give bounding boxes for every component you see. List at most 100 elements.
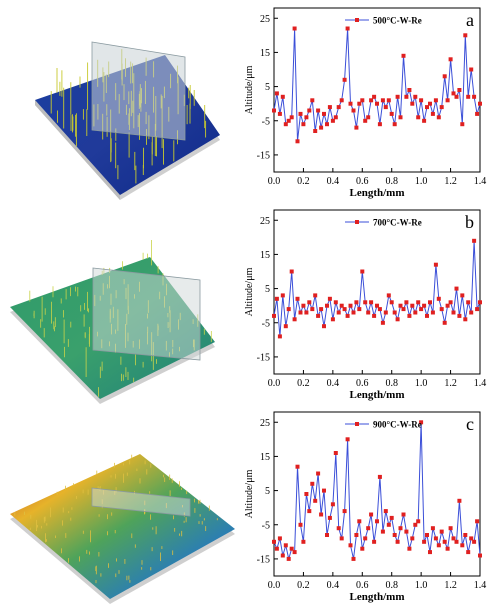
data-point — [325, 303, 329, 308]
x-tick-label: 0.2 — [297, 580, 310, 591]
data-point — [336, 105, 341, 110]
data-point — [457, 88, 462, 92]
data-point — [436, 115, 441, 120]
data-point — [422, 303, 427, 308]
x-axis-label: Length/mm — [350, 187, 405, 199]
data-point — [298, 522, 303, 527]
data-point — [404, 94, 409, 99]
plot-frame — [273, 209, 481, 375]
data-point — [292, 550, 297, 555]
data-point — [274, 546, 279, 551]
data-point — [319, 512, 324, 517]
data-point — [478, 101, 482, 106]
data-point — [469, 67, 474, 72]
data-point — [466, 300, 471, 305]
data-point — [330, 502, 335, 507]
data-point — [366, 310, 371, 315]
data-point — [375, 303, 379, 308]
y-tick-label: 15 — [260, 48, 270, 59]
data-point — [316, 313, 321, 318]
data-point — [327, 105, 332, 110]
data-point — [386, 98, 391, 103]
data-point — [360, 546, 365, 551]
series-line — [273, 422, 481, 560]
data-point — [404, 300, 409, 305]
data-point — [460, 122, 465, 127]
data-point — [389, 111, 394, 116]
data-point — [389, 515, 394, 520]
data-point — [369, 512, 374, 517]
data-point — [304, 310, 309, 315]
data-point — [380, 529, 385, 534]
data-point — [430, 310, 435, 315]
y-axis-label: Altitude/μm — [244, 65, 255, 114]
x-tick-label: 1.2 — [444, 580, 457, 591]
x-tick-label: 1.2 — [444, 378, 457, 389]
data-point — [345, 313, 350, 318]
data-point — [395, 317, 400, 322]
data-point — [425, 313, 429, 318]
x-tick-label: 0.8 — [385, 580, 398, 591]
data-point — [454, 539, 459, 544]
y-tick-label: -15 — [257, 352, 270, 363]
data-point — [357, 307, 362, 312]
profile-chart-c: 25 15 5 -5 -15 0.0 0.2 0.4 0.6 0.8 1.0 1.2 1.4 Length… — [244, 411, 486, 603]
data-point — [277, 536, 282, 541]
data-point — [442, 320, 447, 325]
data-point — [289, 269, 294, 274]
data-point — [330, 118, 335, 123]
data-point — [289, 546, 294, 551]
data-point — [425, 533, 429, 537]
data-point — [322, 111, 326, 116]
data-point — [304, 115, 309, 120]
data-point — [310, 307, 315, 312]
data-point — [325, 122, 329, 127]
data-point — [475, 519, 480, 524]
data-point — [295, 139, 300, 144]
x-tick-label: 1.4 — [474, 378, 487, 389]
y-tick-label: 5 — [265, 486, 270, 497]
data-point — [375, 101, 379, 106]
data-point — [413, 310, 418, 315]
legend-marker-sample — [355, 18, 359, 22]
data-point — [398, 526, 403, 531]
data-point — [466, 94, 471, 99]
data-point — [383, 509, 388, 514]
data-point — [395, 94, 400, 99]
data-point — [472, 238, 477, 243]
panel-label: c — [466, 414, 474, 434]
data-point — [372, 539, 377, 544]
data-point — [272, 108, 276, 113]
data-point — [292, 26, 297, 31]
x-tick-label: 1.2 — [444, 176, 457, 187]
data-point — [348, 303, 353, 308]
y-tick-label: 15 — [260, 452, 270, 463]
data-point — [286, 118, 291, 123]
data-point — [301, 303, 306, 308]
data-point — [401, 53, 406, 58]
data-point — [330, 317, 335, 322]
data-point — [445, 303, 450, 308]
x-tick-label: 0.6 — [356, 176, 369, 187]
data-point — [472, 94, 477, 99]
data-point — [407, 546, 412, 551]
legend-entry: 500°C-W-Re — [373, 16, 422, 26]
data-point — [327, 296, 332, 301]
x-tick-label: 0.0 — [268, 176, 281, 187]
data-point — [319, 125, 324, 130]
data-point — [333, 115, 338, 120]
data-point — [448, 300, 453, 305]
data-point — [304, 492, 309, 496]
x-tick-label: 1.0 — [415, 580, 428, 591]
data-point — [430, 526, 435, 531]
data-point — [478, 300, 482, 305]
data-point — [416, 519, 421, 524]
x-tick-label: 1.0 — [415, 378, 428, 389]
data-point — [286, 307, 291, 312]
y-tick-label: 25 — [260, 216, 270, 227]
data-point — [345, 26, 350, 31]
data-point — [272, 313, 276, 318]
data-point — [283, 543, 288, 548]
data-point — [289, 115, 294, 120]
figure-panel-b: 25 15 5 -5 -15 0.0 0.2 0.4 0.6 0.8 1.0 1.2 1.4 Length… — [0, 202, 491, 404]
